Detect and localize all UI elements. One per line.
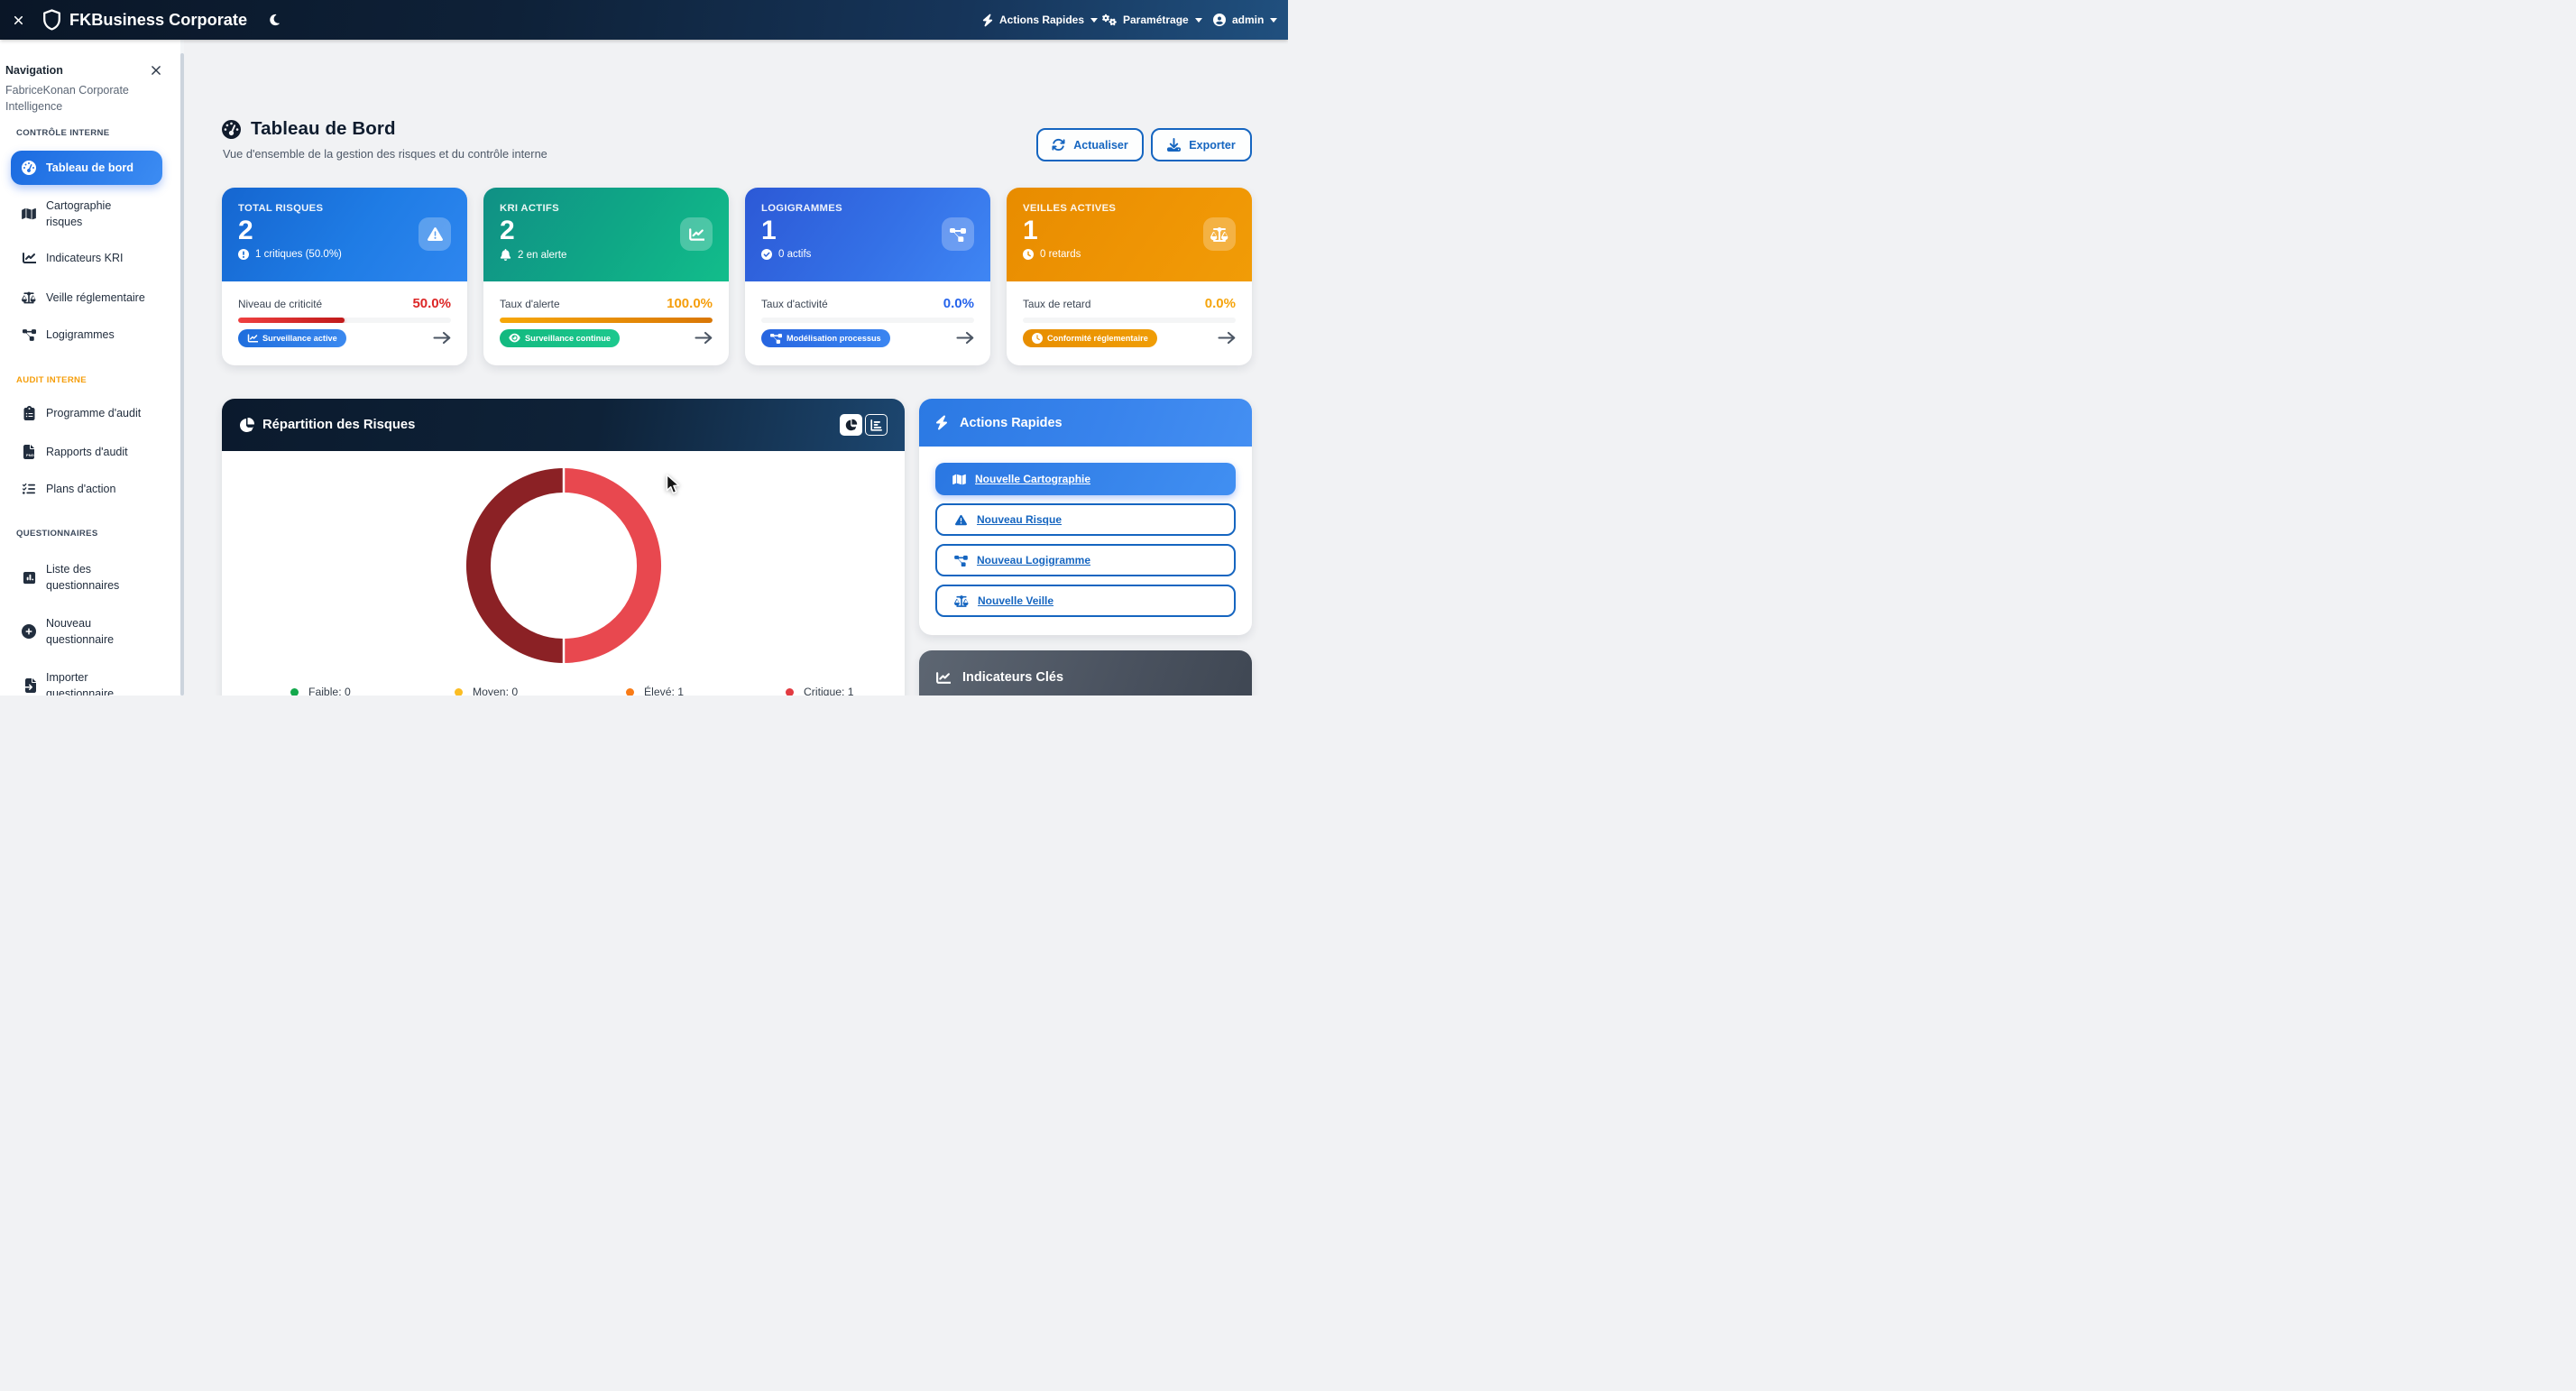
svg-text:PNG: PNG — [26, 453, 34, 457]
